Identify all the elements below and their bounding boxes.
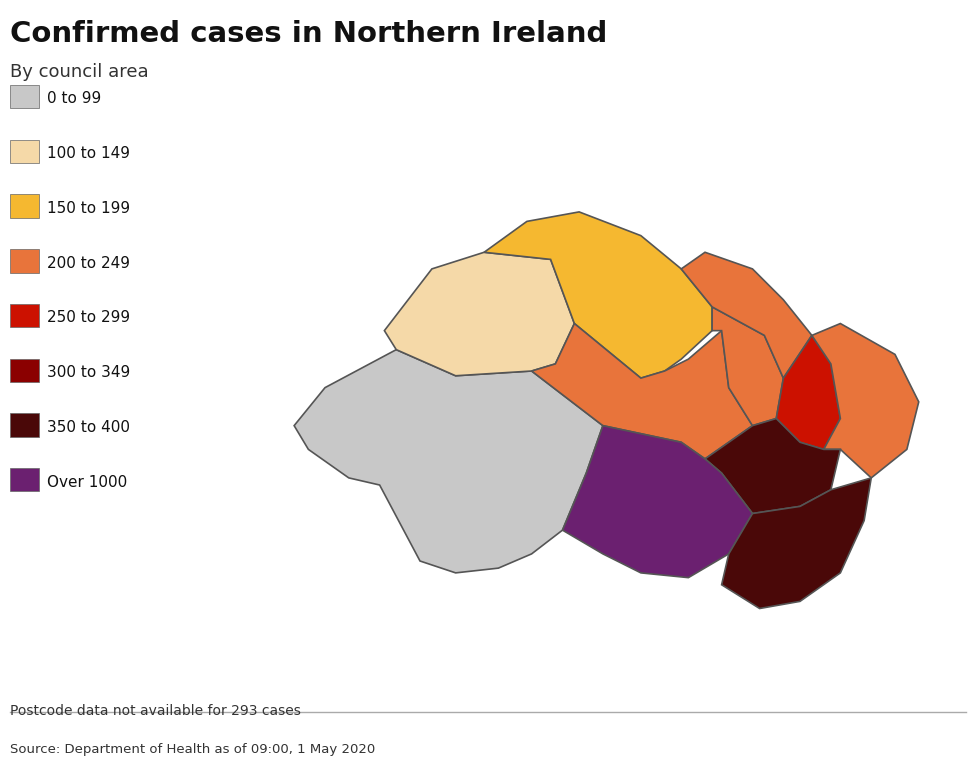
Polygon shape	[721, 478, 872, 608]
Text: 350 to 400: 350 to 400	[47, 420, 130, 435]
Polygon shape	[484, 212, 712, 378]
Text: 300 to 349: 300 to 349	[47, 365, 130, 380]
Text: 150 to 199: 150 to 199	[47, 201, 130, 216]
Text: 200 to 249: 200 to 249	[47, 256, 130, 271]
Polygon shape	[712, 307, 784, 425]
Polygon shape	[812, 324, 918, 478]
Text: 250 to 299: 250 to 299	[47, 310, 130, 325]
Text: Source: Department of Health as of 09:00, 1 May 2020: Source: Department of Health as of 09:00…	[10, 743, 375, 755]
Text: BBC: BBC	[892, 744, 933, 762]
Polygon shape	[532, 324, 752, 459]
Text: 100 to 149: 100 to 149	[47, 146, 130, 161]
Polygon shape	[681, 253, 812, 378]
Text: 0 to 99: 0 to 99	[47, 91, 102, 106]
Text: Over 1000: Over 1000	[47, 475, 127, 490]
Polygon shape	[385, 253, 575, 376]
Text: By council area: By council area	[10, 63, 148, 81]
Text: Postcode data not available for 293 cases: Postcode data not available for 293 case…	[10, 704, 301, 718]
Text: Confirmed cases in Northern Ireland: Confirmed cases in Northern Ireland	[10, 20, 607, 48]
Polygon shape	[562, 425, 752, 578]
Polygon shape	[294, 350, 603, 573]
Polygon shape	[776, 335, 840, 450]
Polygon shape	[705, 418, 840, 514]
